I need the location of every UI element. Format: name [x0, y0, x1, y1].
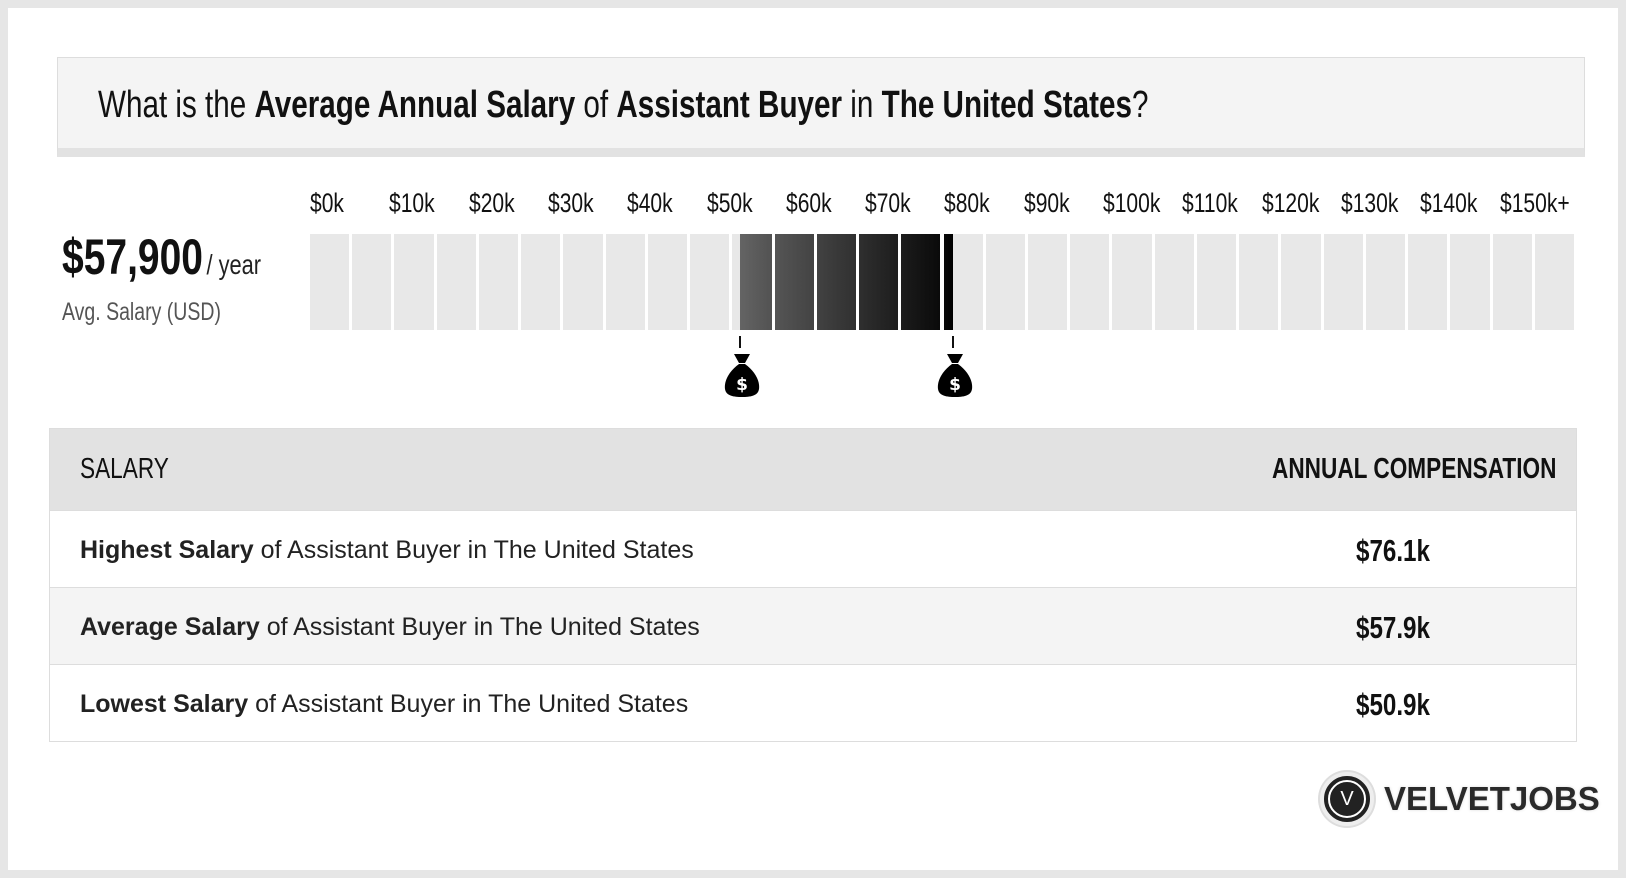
row-label-bold: Average Salary — [80, 613, 260, 641]
bar-cell — [1027, 234, 1068, 330]
range-tick — [738, 336, 741, 348]
money-bag-icon: $ — [722, 352, 762, 398]
average-salary: $57,900 / year — [62, 228, 261, 286]
row-value: $50.9k — [1356, 687, 1430, 722]
bar-cell — [1070, 234, 1110, 330]
svg-text:$: $ — [736, 375, 748, 395]
bar-cell — [1365, 234, 1406, 330]
bar-cell — [1534, 234, 1574, 330]
table-row: Lowest Salary of Assistant Buyer in The … — [50, 664, 1576, 741]
bar-cell — [1196, 234, 1237, 330]
bar-cell — [352, 234, 392, 330]
tick-label: $40k — [627, 188, 673, 218]
tick-label: $120k — [1261, 188, 1319, 218]
logo-mark: V — [1328, 780, 1366, 818]
tick-label: $70k — [865, 188, 911, 218]
money-bag-icon: $ — [935, 352, 975, 398]
range-fill — [901, 234, 941, 330]
row-label: of Assistant Buyer in The United States — [259, 613, 700, 641]
average-label: Avg. Salary (USD) — [62, 298, 221, 326]
tick-label: $20k — [468, 188, 515, 218]
table-row: Average Salary of Assistant Buyer in The… — [50, 587, 1576, 664]
salary-range-bar — [310, 234, 1577, 330]
range-fill — [739, 234, 772, 330]
salary-table: SALARY ANNUAL COMPENSATION Highest Salary… — [49, 428, 1577, 742]
row-value: $76.1k — [1356, 533, 1430, 568]
column-header: ANNUAL COMPENSATION — [1272, 453, 1557, 485]
table-row: Highest Salary of Assistant Buyer in The… — [50, 510, 1576, 587]
page-title: What is the Average Annual Salary of Ass… — [57, 57, 1585, 157]
x-axis-ticks: $0k $10k $20k $30k $40k $50k $60k $70k $80k $90k $… — [310, 188, 1590, 222]
bar-cell — [1239, 234, 1279, 330]
bar-cell — [563, 234, 603, 330]
bar-cell — [1154, 234, 1194, 330]
title-text: in — [842, 84, 882, 126]
velvetjobs-logo: V VELVETJOBS — [1320, 772, 1600, 826]
row-label: of Assistant Buyer in The United States — [253, 536, 694, 564]
title-text: What is the — [98, 84, 255, 126]
title-bold: The United States — [881, 84, 1132, 126]
title-text: ? — [1131, 84, 1149, 126]
bar-cell — [436, 234, 476, 330]
average-unit: / year — [206, 249, 262, 280]
bar-cell — [1408, 234, 1448, 330]
row-label: of Assistant Buyer in The United States — [248, 690, 689, 718]
row-label-bold: Lowest Salary — [80, 690, 249, 718]
title-bold: Average Annual Salary — [254, 84, 576, 126]
tick-label: $110k — [1182, 188, 1239, 218]
title-text: of — [575, 84, 617, 126]
logo-mark-icon: V — [1320, 772, 1374, 826]
table-header: SALARY ANNUAL COMPENSATION — [50, 429, 1576, 510]
tick-label: $80k — [944, 188, 991, 218]
tick-label: $10k — [389, 188, 435, 218]
row-value: $57.9k — [1356, 610, 1430, 645]
tick-label: $140k — [1420, 188, 1478, 218]
range-fill — [859, 234, 899, 330]
title-bold: Assistant Buyer — [616, 84, 843, 126]
svg-text:$: $ — [949, 375, 961, 395]
bar-cell — [1492, 234, 1532, 330]
tick-label: $150k+ — [1499, 188, 1570, 218]
bar-cell — [985, 234, 1025, 330]
bar-cell — [521, 234, 561, 330]
tick-label: $30k — [547, 188, 594, 218]
tick-label: $130k — [1340, 188, 1399, 218]
tick-label: $0k — [310, 188, 344, 218]
bar-cell — [310, 234, 350, 330]
bar-cell — [605, 234, 645, 330]
bar-cell — [1281, 234, 1321, 330]
tick-label: $50k — [706, 188, 753, 218]
bar-cell — [1323, 234, 1363, 330]
average-value: $57,900 — [62, 229, 203, 285]
range-fill — [774, 234, 814, 330]
column-header: SALARY — [80, 453, 169, 485]
bar-cell — [478, 234, 519, 330]
logo-text: VELVETJOBS — [1384, 780, 1600, 817]
range-tick — [951, 336, 954, 348]
tick-label: $60k — [785, 188, 832, 218]
tick-label: $90k — [1023, 188, 1070, 218]
bar-cell — [1112, 234, 1152, 330]
tick-label: $100k — [1103, 188, 1161, 218]
bar-cell — [690, 234, 730, 330]
row-label-bold: Highest Salary — [80, 536, 254, 564]
bar-cell — [394, 234, 434, 330]
range-fill — [816, 234, 857, 330]
bar-cell — [1450, 234, 1490, 330]
range-fill — [943, 234, 953, 330]
bar-cell — [647, 234, 688, 330]
